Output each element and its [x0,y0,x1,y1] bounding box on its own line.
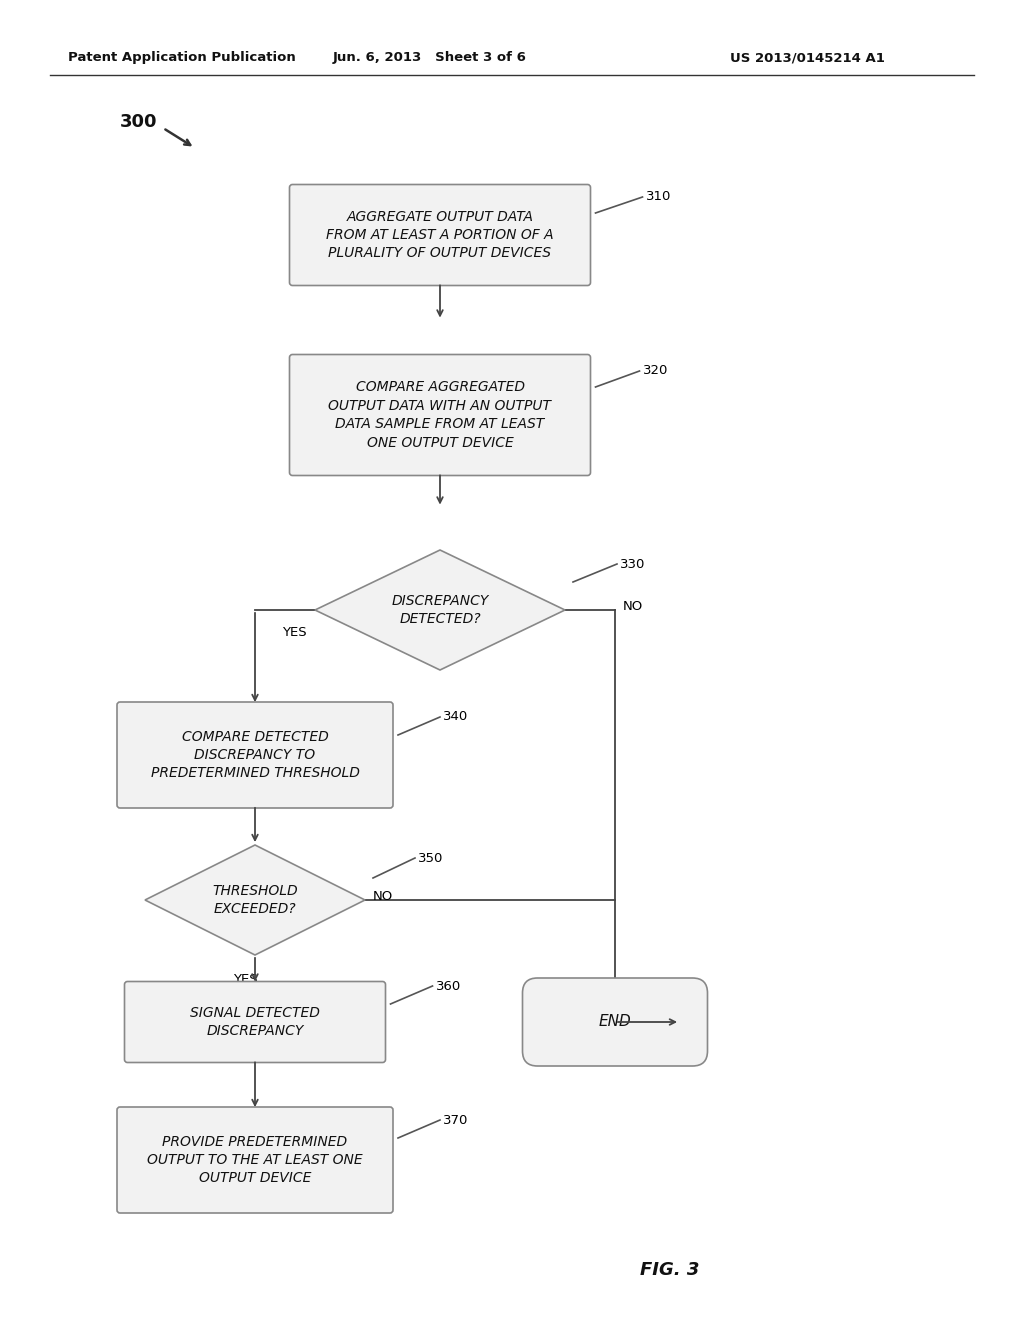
Text: 360: 360 [435,979,461,993]
Text: NO: NO [373,890,393,903]
Text: US 2013/0145214 A1: US 2013/0145214 A1 [730,51,885,65]
FancyBboxPatch shape [125,982,385,1063]
Text: YES: YES [283,626,307,639]
Text: AGGREGATE OUTPUT DATA
FROM AT LEAST A PORTION OF A
PLURALITY OF OUTPUT DEVICES: AGGREGATE OUTPUT DATA FROM AT LEAST A PO… [327,210,554,260]
Text: 350: 350 [418,851,443,865]
FancyBboxPatch shape [290,185,591,285]
Text: END: END [599,1015,632,1030]
Text: 370: 370 [443,1114,468,1126]
Text: 310: 310 [645,190,671,203]
FancyBboxPatch shape [117,1107,393,1213]
Text: YES: YES [232,973,257,986]
Text: 330: 330 [620,557,645,570]
Text: DISCREPANCY
DETECTED?: DISCREPANCY DETECTED? [391,594,488,626]
Text: 320: 320 [642,364,668,378]
Text: FIG. 3: FIG. 3 [640,1261,699,1279]
Text: 300: 300 [120,114,158,131]
Text: SIGNAL DETECTED
DISCREPANCY: SIGNAL DETECTED DISCREPANCY [190,1006,319,1039]
FancyBboxPatch shape [522,978,708,1067]
Text: Jun. 6, 2013   Sheet 3 of 6: Jun. 6, 2013 Sheet 3 of 6 [333,51,527,65]
Polygon shape [145,845,365,954]
Text: Patent Application Publication: Patent Application Publication [68,51,296,65]
FancyBboxPatch shape [290,355,591,475]
Text: PROVIDE PREDETERMINED
OUTPUT TO THE AT LEAST ONE
OUTPUT DEVICE: PROVIDE PREDETERMINED OUTPUT TO THE AT L… [147,1135,362,1185]
Text: THRESHOLD
EXCEEDED?: THRESHOLD EXCEEDED? [212,884,298,916]
Text: NO: NO [623,599,643,612]
Polygon shape [315,550,565,671]
Text: COMPARE DETECTED
DISCREPANCY TO
PREDETERMINED THRESHOLD: COMPARE DETECTED DISCREPANCY TO PREDETER… [151,730,359,780]
FancyBboxPatch shape [117,702,393,808]
Text: COMPARE AGGREGATED
OUTPUT DATA WITH AN OUTPUT
DATA SAMPLE FROM AT LEAST
ONE OUTP: COMPARE AGGREGATED OUTPUT DATA WITH AN O… [329,380,552,450]
Text: 340: 340 [443,710,468,723]
